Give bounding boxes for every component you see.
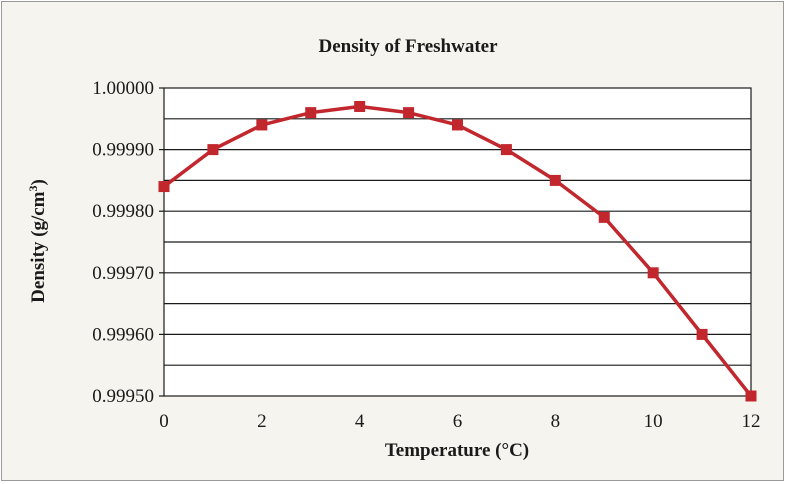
y-tick-label: 0.99970 — [92, 263, 154, 284]
y-tick-label: 0.99990 — [92, 140, 154, 161]
data-series — [158, 100, 757, 402]
data-point-marker — [207, 144, 219, 156]
data-point-marker — [452, 119, 463, 131]
y-axis-label-superscript: 3 — [26, 185, 40, 191]
x-tick-label: 2 — [257, 411, 267, 432]
x-tick-label: 12 — [742, 411, 761, 432]
data-point-marker — [158, 181, 170, 193]
x-tick-label: 6 — [453, 411, 463, 432]
data-point-marker — [696, 328, 708, 340]
x-tick-label: 8 — [551, 411, 561, 432]
y-axis-label-main: Density (g/cm — [28, 191, 49, 303]
data-point-marker — [549, 174, 561, 186]
y-axis-label-tail: ) — [28, 179, 49, 185]
y-tick-label: 0.99980 — [92, 201, 154, 222]
chart-title: Density of Freshwater — [318, 36, 498, 57]
data-point-marker — [354, 100, 366, 112]
x-tick-label: 10 — [644, 411, 663, 432]
x-tick-labels: 0 2 4 6 8 10 12 — [159, 411, 760, 432]
y-axis-label: Density (g/cm3) — [26, 179, 49, 303]
x-axis-label: Temperature (°C) — [385, 440, 529, 461]
x-tick-label: 4 — [355, 411, 365, 432]
data-point-marker — [403, 107, 415, 119]
y-tick-label: 1.00000 — [92, 78, 154, 99]
data-point-marker — [305, 107, 317, 119]
data-point-marker — [256, 119, 268, 131]
y-tick-labels: 1.00000 0.99990 0.99980 0.99970 0.99960 0.999… — [92, 78, 164, 407]
grid-lines — [164, 118, 751, 366]
data-point-marker — [598, 211, 610, 223]
y-tick-label: 0.99950 — [92, 386, 154, 407]
x-tick-label: 0 — [159, 411, 169, 432]
data-point-marker — [500, 144, 512, 156]
y-tick-label: 0.99960 — [92, 324, 154, 345]
data-point-marker — [745, 390, 757, 402]
data-point-marker — [647, 267, 659, 279]
